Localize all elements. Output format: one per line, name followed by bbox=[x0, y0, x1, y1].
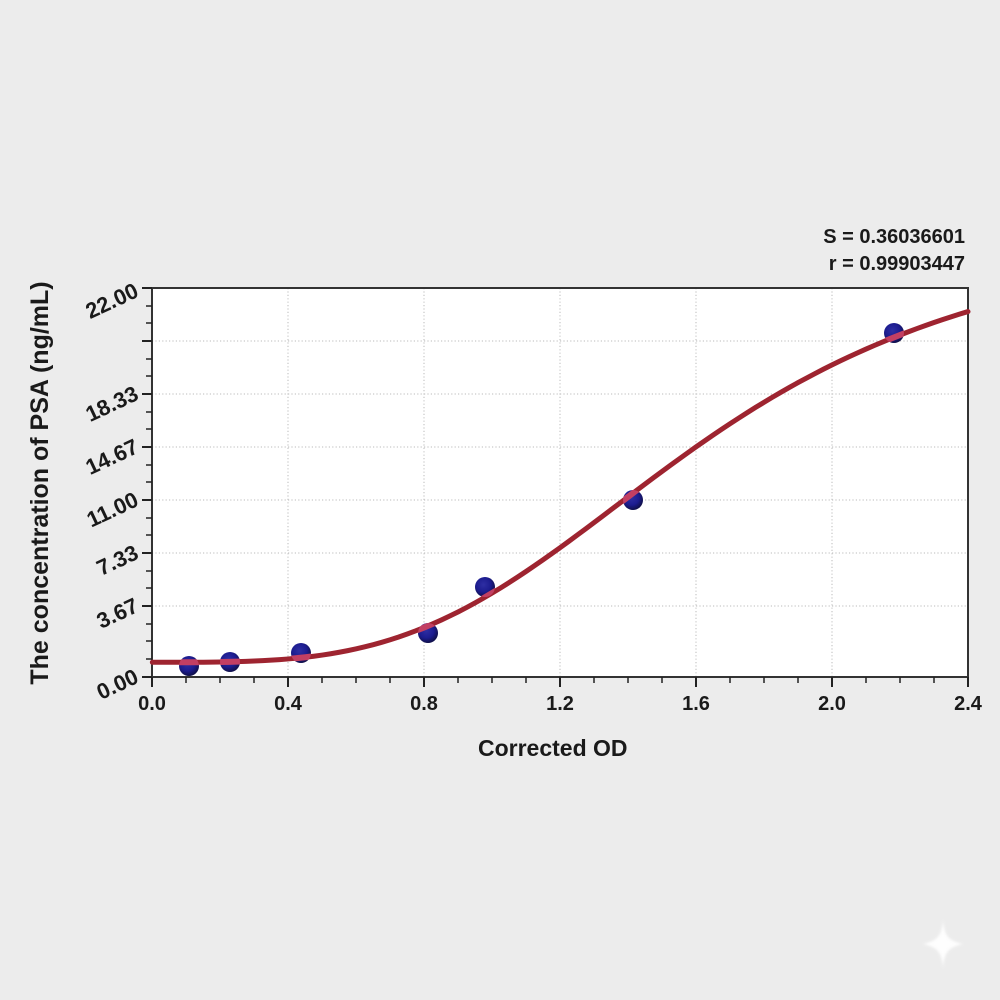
svg-text:The concentration of PSA (ng/m: The concentration of PSA (ng/mL) bbox=[26, 281, 54, 684]
